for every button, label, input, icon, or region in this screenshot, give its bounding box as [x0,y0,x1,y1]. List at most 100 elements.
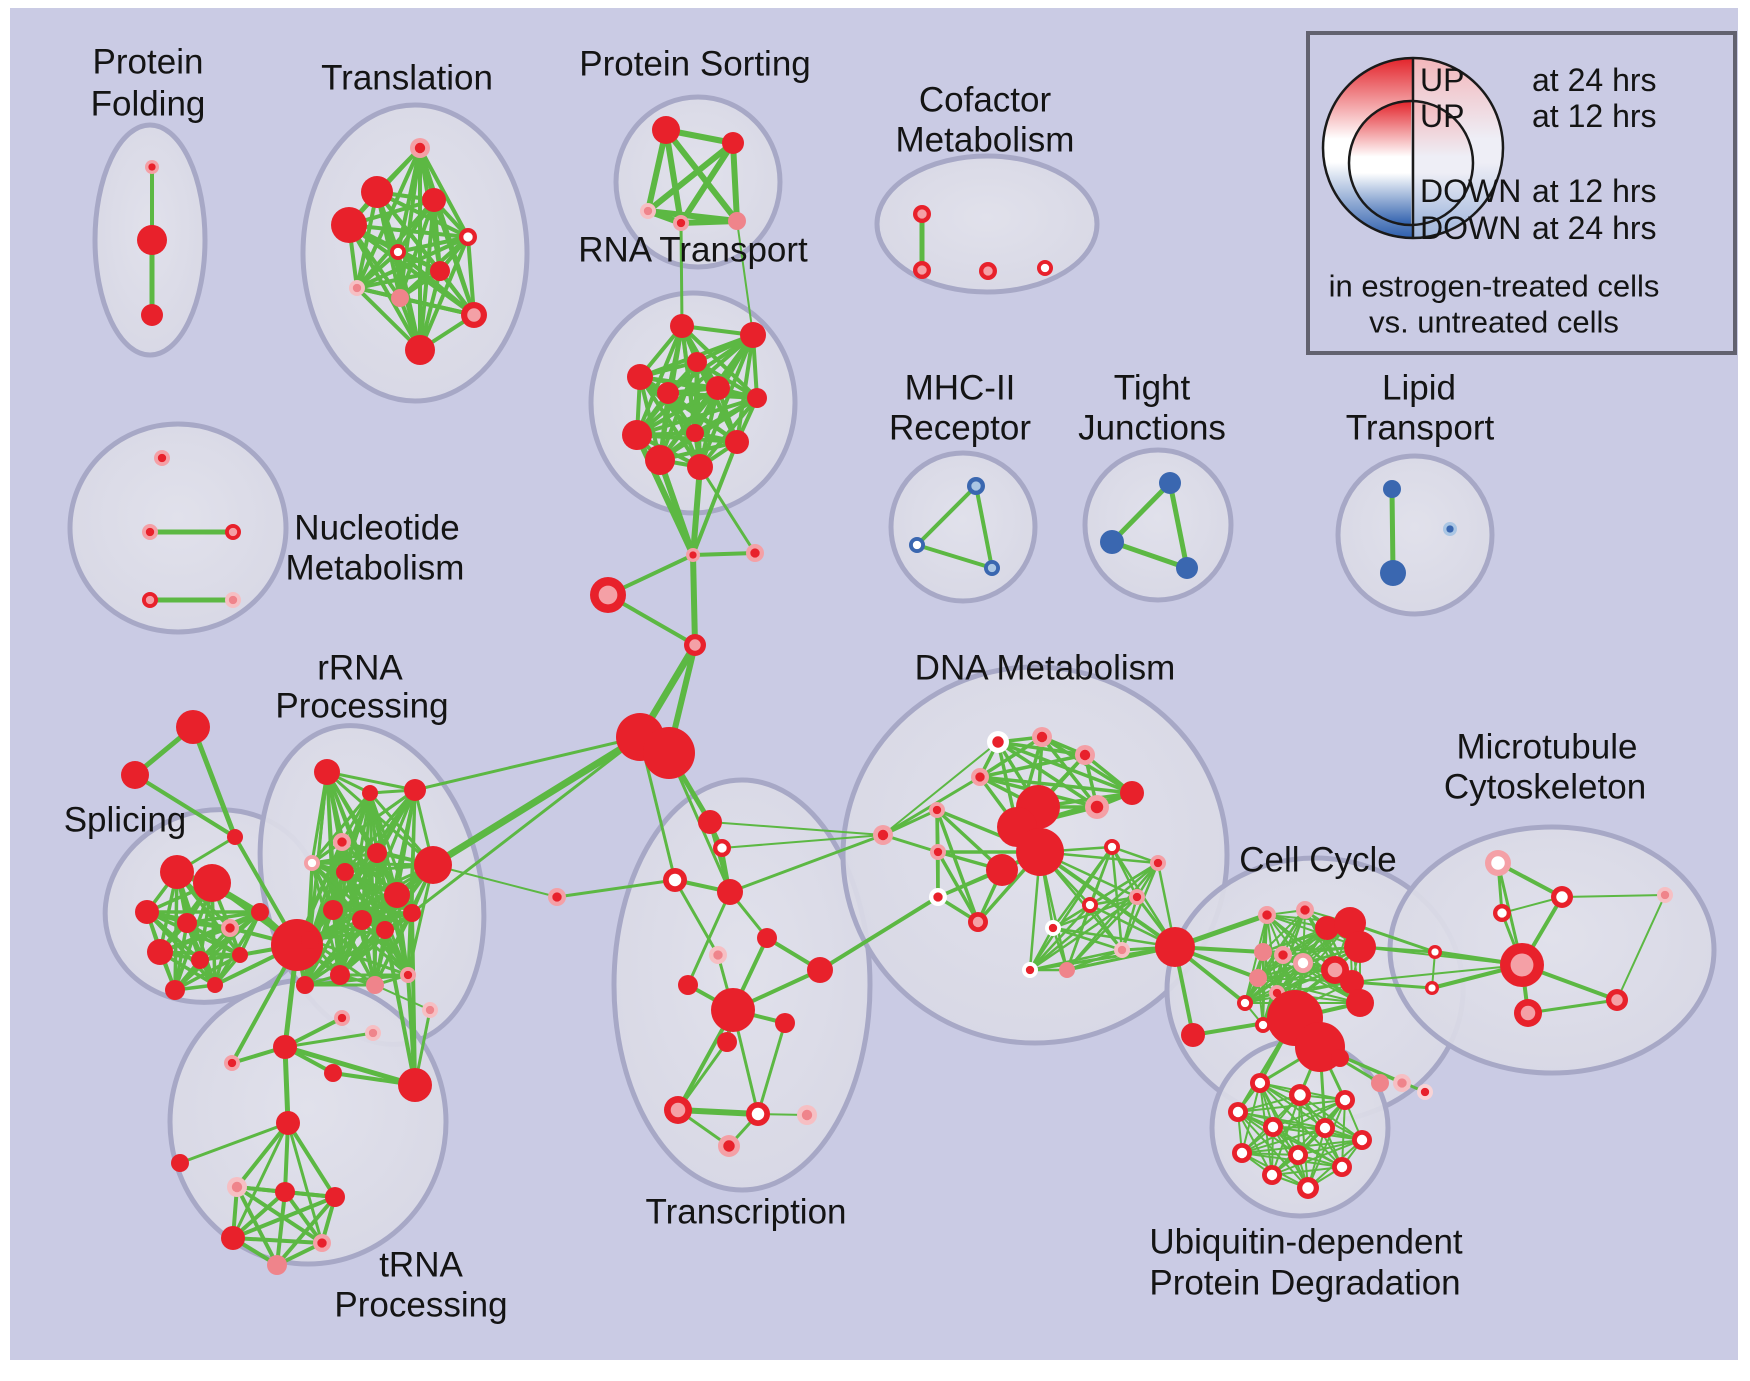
edge-u8-u13 [231,1121,290,1240]
edge-dj-x2 [721,834,884,849]
edge-u1-u4 [282,1044,418,1088]
node-x15 [718,1135,740,1157]
cluster-mhc-ii-receptor-ellipse [888,450,1038,604]
node-u2 [224,1055,240,1071]
node-u10 [227,1177,247,1197]
node-x1-inner [552,892,562,902]
node-d20-inner [1025,965,1035,975]
legend-icon-half [1411,101,1473,225]
node-c1-inner [917,209,927,219]
node-d20 [1022,962,1038,978]
edge-q4-q8 [185,921,242,957]
edge-e3-h2a [413,735,642,792]
node-d17 [1045,920,1061,936]
node-u13-outer [221,1226,245,1250]
node-k20-inner [1397,1078,1407,1088]
node-b2 [746,544,764,562]
node-t1 [410,138,430,158]
cluster-rrna-processing-label: rRNA [317,649,403,688]
node-d4-inner [975,772,985,782]
node-e15 [330,965,350,985]
edge-y7-y9 [1297,1139,1363,1156]
node-u4-outer [398,1068,432,1102]
node-d11-outer [1120,781,1144,805]
node-k19 [1181,1023,1205,1047]
node-t6 [390,244,406,260]
node-e3-outer [404,779,426,801]
edge-d13-d20 [1028,861,1160,972]
edge-e6-e18 [303,851,379,987]
node-t9 [391,289,409,307]
node-g1 [176,710,210,744]
node-e18-outer [296,976,314,994]
edge-e11-e17 [360,918,410,977]
node-y7-inner [1356,1134,1368,1146]
node-e16 [366,976,384,994]
edge-u13-u14 [231,1236,324,1245]
node-e9 [384,882,410,908]
edge-s1-s5 [663,127,740,224]
legend-entry-time: at 24 hrs [1532,210,1657,246]
node-e6-outer [367,843,387,863]
edge-j2-j3 [1109,539,1190,571]
node-k2 [1296,901,1314,919]
cluster-lipid-transport-ellipse [1335,453,1495,617]
node-w5-inner [1611,994,1623,1006]
node-c2-inner [917,265,927,275]
node-t8-inner [352,283,362,293]
legend-entry-time: at 12 hrs [1532,173,1657,209]
node-t4 [331,207,367,243]
node-g3 [227,829,243,845]
node-x7 [678,975,698,995]
edge-e8-h2a [429,733,644,869]
node-y11-inner [1266,1169,1278,1181]
node-e5-inner [307,858,317,868]
node-r6-outer [706,376,730,400]
node-q9 [165,980,185,1000]
node-x14-inner [801,1109,813,1121]
node-u9 [171,1154,189,1172]
node-u6 [334,1010,350,1026]
node-k14-inner [1240,998,1250,1008]
cluster-protein-folding-label: Folding [91,85,206,124]
node-s4-inner [676,218,686,228]
node-t10-inner [467,308,481,322]
edge-t1-t5 [418,146,470,239]
edge-u5-e16 [374,984,431,1011]
node-g3-outer [227,829,243,845]
edge-k10-v2 [1350,980,1434,990]
edge-e13-e18 [303,911,414,987]
edge-x1-x3 [555,878,677,899]
cluster-cofactor-metabolism-label: Metabolism [896,121,1075,160]
node-e14-outer [301,931,319,949]
node-r5 [657,382,679,404]
edge-u8-u9 [178,1121,290,1165]
edge-t4-t11 [347,223,422,352]
edge-y4-y7 [1237,1111,1363,1141]
node-w3 [1493,904,1511,922]
node-r1-outer [670,314,694,338]
node-t3 [422,188,446,212]
node-s5-outer [728,212,746,230]
edge-w5-w7 [1616,894,1666,1001]
edge-q6-q11 [158,910,262,954]
node-s2-outer [722,132,744,154]
edge-t5-t10 [466,235,476,317]
edge-u8-u14 [286,1121,324,1245]
node-e1 [314,759,340,785]
node-d18-inner [1085,900,1095,910]
node-t11-outer [405,335,435,365]
node-m2-inner [912,540,922,550]
edge-m1-m2 [915,484,978,547]
node-y6 [1315,1118,1335,1138]
node-e11-outer [352,910,372,930]
edge-r7-r8 [635,396,759,437]
edge-d13-d22 [1120,861,1160,952]
node-r11-outer [645,445,675,475]
edge-u1-u7 [283,1031,375,1049]
edge-w5-w6 [1526,998,1619,1015]
node-k21 [1417,1084,1433,1100]
node-d6-inner [933,847,943,857]
node-u1 [273,1035,297,1059]
node-q3-outer [135,900,159,924]
